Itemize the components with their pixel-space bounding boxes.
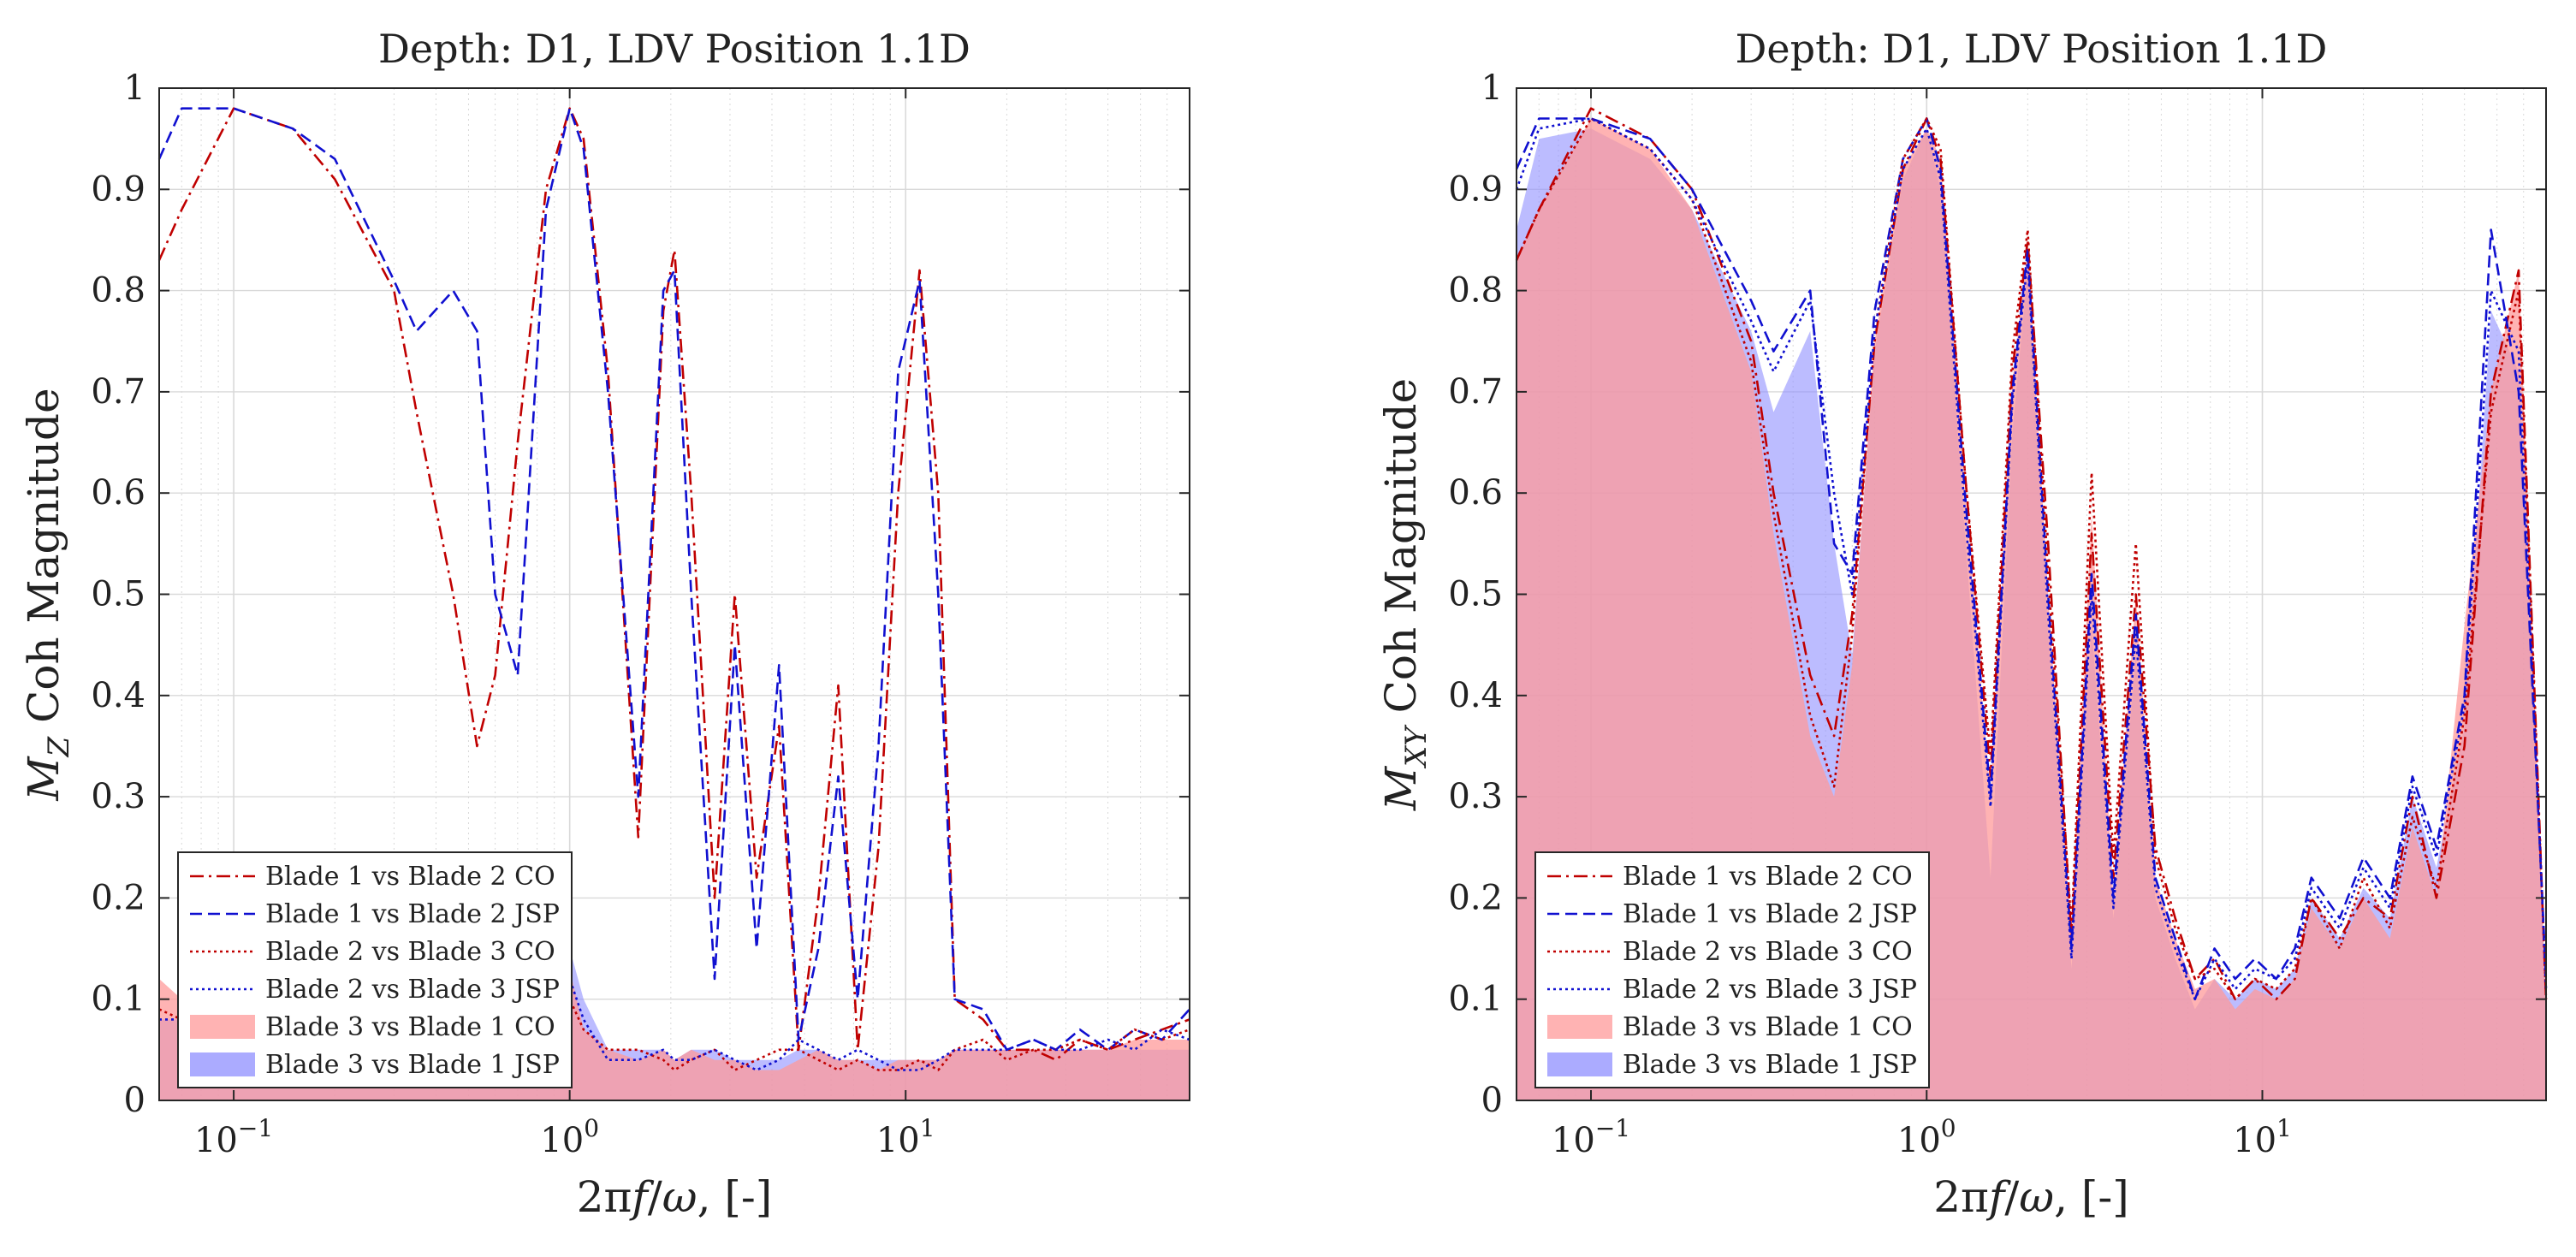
x-label-pi: π — [1961, 1172, 1989, 1222]
x-tick-exponent: −1 — [238, 1114, 273, 1142]
y-tick-label: 0.2 — [1448, 878, 1503, 917]
x-tick-label: 101 — [876, 1114, 935, 1160]
legend-entry-3[interactable]: Blade 2 vs Blade 3 CO — [1623, 937, 1913, 967]
legend-entry-3[interactable]: Blade 2 vs Blade 3 CO — [265, 937, 555, 967]
x-label-suffix: , [-] — [2054, 1172, 2129, 1222]
x-label-prefix: 2 — [577, 1172, 604, 1222]
x-tick-base: 10 — [2233, 1121, 2276, 1160]
legend-entry-2[interactable]: Blade 1 vs Blade 2 JSP — [265, 899, 560, 929]
x-tick-base: 10 — [194, 1121, 238, 1160]
x-label-omega: ω — [662, 1172, 697, 1222]
y-tick-label: 0.3 — [1448, 777, 1503, 816]
x-label-prefix: 2 — [1933, 1172, 1961, 1222]
y-tick-label: 0.2 — [91, 878, 145, 917]
series-line-1 — [1515, 107, 2548, 1000]
x-tick-label: 100 — [540, 1114, 599, 1160]
x-label-omega: ω — [2019, 1172, 2054, 1222]
y-tick-label: 0.4 — [91, 676, 145, 715]
y-tick-label: 0.8 — [1448, 271, 1503, 311]
x-label-slash: / — [648, 1172, 662, 1222]
y-label-base: M — [1376, 765, 1426, 811]
legend-swatch-5 — [1547, 1015, 1612, 1039]
y-tick-label: 0 — [124, 1081, 145, 1120]
y-label-rest: Coh Magnitude — [19, 388, 68, 736]
legend-entry-6[interactable]: Blade 3 vs Blade 1 JSP — [1623, 1050, 1917, 1080]
x-tick-exponent: 1 — [920, 1114, 935, 1142]
y-label-subscript: XY — [1399, 724, 1433, 769]
y-tick-label: 1 — [1481, 68, 1503, 108]
y-tick-label: 0.4 — [1448, 676, 1503, 715]
x-tick-exponent: 0 — [584, 1114, 599, 1142]
series-line-3 — [158, 967, 1190, 1071]
legend-entry-1[interactable]: Blade 1 vs Blade 2 CO — [265, 862, 555, 892]
x-tick-base: 10 — [1552, 1121, 1595, 1160]
y-tick-label: 0.6 — [91, 473, 145, 513]
y-label-base: M — [19, 756, 68, 802]
legend-box — [1534, 851, 1930, 1088]
x-tick-exponent: −1 — [1595, 1114, 1630, 1142]
legend-entry-2[interactable]: Blade 1 vs Blade 2 JSP — [1623, 899, 1917, 929]
legend: Blade 1 vs Blade 2 CO Blade 1 vs Blade 2 … — [1534, 851, 1930, 1088]
y-tick-label: 0.5 — [1448, 575, 1503, 614]
y-tick-label: 0.3 — [91, 777, 145, 816]
x-tick-label: 10−1 — [1552, 1114, 1630, 1160]
chart-title: Depth: D1, LDV Position 1.1D — [378, 26, 970, 72]
series-line-1 — [157, 107, 1190, 1061]
legend-swatch-6 — [1547, 1052, 1612, 1076]
x-tick-exponent: 0 — [1941, 1114, 1956, 1142]
x-label-pi: π — [604, 1172, 632, 1222]
x-tick-base: 10 — [876, 1121, 920, 1160]
legend-swatch-5 — [190, 1015, 255, 1039]
x-tick-base: 10 — [540, 1121, 584, 1160]
y-tick-label: 0 — [1481, 1081, 1503, 1120]
y-tick-label: 0.5 — [91, 575, 145, 614]
x-axis-label: 2πf/ω, [-] — [1933, 1172, 2129, 1222]
y-tick-label: 0.9 — [1448, 169, 1503, 209]
y-label-subscript: Z — [42, 735, 76, 757]
y-axis-label: MXY Coh Magnitude — [1376, 378, 1433, 811]
y-label-rest: Coh Magnitude — [1376, 378, 1426, 726]
legend-swatch-6 — [190, 1052, 255, 1076]
y-tick-label: 0.6 — [1448, 473, 1503, 513]
series-line-2 — [1515, 117, 2548, 1000]
x-tick-label: 101 — [2233, 1114, 2292, 1160]
y-tick-label: 0.1 — [1448, 980, 1503, 1019]
legend-entry-4[interactable]: Blade 2 vs Blade 3 JSP — [1623, 975, 1917, 1005]
x-label-slash: / — [2004, 1172, 2019, 1222]
legend-entry-5[interactable]: Blade 3 vs Blade 1 CO — [265, 1012, 555, 1042]
x-tick-label: 100 — [1897, 1114, 1956, 1160]
legend-entry-5[interactable]: Blade 3 vs Blade 1 CO — [1623, 1012, 1913, 1042]
x-tick-exponent: 1 — [2276, 1114, 2292, 1142]
x-axis-label: 2πf/ω, [-] — [577, 1172, 773, 1222]
x-label-suffix: , [-] — [697, 1172, 773, 1222]
y-tick-label: 0.9 — [91, 169, 145, 209]
y-tick-label: 0.8 — [91, 271, 145, 311]
legend-entry-1[interactable]: Blade 1 vs Blade 2 CO — [1623, 862, 1913, 892]
x-tick-base: 10 — [1897, 1121, 1941, 1160]
series-line-3 — [1515, 117, 2548, 1000]
y-tick-label: 0.7 — [91, 372, 145, 412]
y-tick-label: 1 — [124, 68, 145, 108]
y-tick-label: 0.7 — [1448, 372, 1503, 412]
legend-box — [177, 851, 573, 1088]
legend-entry-4[interactable]: Blade 2 vs Blade 3 JSP — [265, 975, 560, 1005]
chart-title: Depth: D1, LDV Position 1.1D — [1736, 26, 2328, 72]
y-tick-label: 0.1 — [91, 980, 145, 1019]
legend-entry-6[interactable]: Blade 3 vs Blade 1 JSP — [265, 1050, 560, 1080]
y-axis-label: MZ Coh Magnitude — [19, 388, 76, 801]
legend: Blade 1 vs Blade 2 CO Blade 1 vs Blade 2 … — [177, 851, 573, 1088]
x-tick-label: 10−1 — [194, 1114, 273, 1160]
series-line-4 — [1515, 117, 2548, 1000]
